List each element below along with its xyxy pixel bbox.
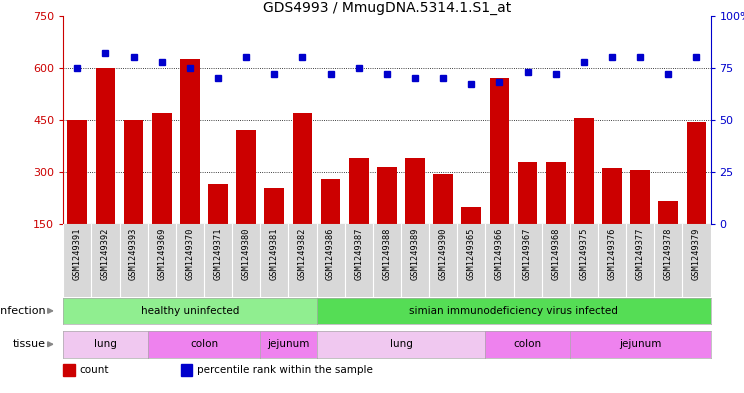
Bar bbox=[405, 158, 425, 224]
Text: GSM1249387: GSM1249387 bbox=[354, 228, 363, 280]
Bar bbox=[518, 162, 537, 224]
Text: GSM1249371: GSM1249371 bbox=[214, 228, 222, 280]
Text: GSM1249392: GSM1249392 bbox=[101, 228, 110, 280]
Text: colon: colon bbox=[190, 339, 218, 349]
Text: jejunum: jejunum bbox=[619, 339, 661, 349]
Text: infection: infection bbox=[0, 306, 45, 316]
Text: GSM1249367: GSM1249367 bbox=[523, 228, 532, 280]
Text: GSM1249369: GSM1249369 bbox=[157, 228, 166, 280]
Bar bbox=[630, 170, 650, 224]
Text: count: count bbox=[79, 365, 109, 375]
Bar bbox=[461, 207, 481, 224]
Text: tissue: tissue bbox=[13, 339, 45, 349]
Text: GSM1249390: GSM1249390 bbox=[439, 228, 448, 280]
Text: percentile rank within the sample: percentile rank within the sample bbox=[197, 365, 373, 375]
Text: GSM1249381: GSM1249381 bbox=[270, 228, 279, 280]
Bar bbox=[180, 59, 199, 224]
Text: GSM1249393: GSM1249393 bbox=[129, 228, 138, 280]
Text: GSM1249379: GSM1249379 bbox=[692, 228, 701, 280]
Bar bbox=[95, 68, 115, 224]
Bar bbox=[63, 364, 74, 376]
Bar bbox=[546, 162, 565, 224]
Text: GSM1249366: GSM1249366 bbox=[495, 228, 504, 280]
Bar bbox=[124, 120, 144, 224]
Text: jejunum: jejunum bbox=[267, 339, 310, 349]
Text: GSM1249386: GSM1249386 bbox=[326, 228, 335, 280]
Text: GSM1249382: GSM1249382 bbox=[298, 228, 307, 280]
Bar bbox=[602, 169, 622, 224]
Text: GSM1249365: GSM1249365 bbox=[466, 228, 476, 280]
Bar bbox=[321, 179, 341, 224]
Text: GSM1249377: GSM1249377 bbox=[635, 228, 644, 280]
Text: GSM1249388: GSM1249388 bbox=[382, 228, 391, 280]
Text: GSM1249376: GSM1249376 bbox=[608, 228, 617, 280]
Text: GSM1249370: GSM1249370 bbox=[185, 228, 194, 280]
Bar bbox=[237, 130, 256, 224]
Text: GSM1249368: GSM1249368 bbox=[551, 228, 560, 280]
Bar bbox=[658, 202, 678, 224]
Bar bbox=[264, 187, 284, 224]
Bar bbox=[687, 121, 706, 224]
Text: simian immunodeficiency virus infected: simian immunodeficiency virus infected bbox=[409, 306, 618, 316]
Bar bbox=[292, 113, 312, 224]
Text: GSM1249389: GSM1249389 bbox=[411, 228, 420, 280]
Bar bbox=[433, 174, 453, 224]
Text: GSM1249391: GSM1249391 bbox=[73, 228, 82, 280]
Text: GSM1249375: GSM1249375 bbox=[580, 228, 589, 280]
Bar bbox=[349, 158, 368, 224]
Bar bbox=[68, 120, 87, 224]
FancyBboxPatch shape bbox=[63, 224, 711, 297]
Text: healthy uninfected: healthy uninfected bbox=[141, 306, 239, 316]
Text: colon: colon bbox=[513, 339, 542, 349]
Bar bbox=[181, 364, 193, 376]
Title: GDS4993 / MmugDNA.5314.1.S1_at: GDS4993 / MmugDNA.5314.1.S1_at bbox=[263, 1, 511, 15]
Text: GSM1249380: GSM1249380 bbox=[242, 228, 251, 280]
Bar bbox=[377, 167, 397, 224]
Bar bbox=[574, 118, 594, 224]
Bar bbox=[208, 184, 228, 224]
Text: GSM1249378: GSM1249378 bbox=[664, 228, 673, 280]
Text: lung: lung bbox=[390, 339, 412, 349]
Bar bbox=[490, 78, 510, 224]
Bar bbox=[152, 113, 172, 224]
Text: lung: lung bbox=[94, 339, 117, 349]
